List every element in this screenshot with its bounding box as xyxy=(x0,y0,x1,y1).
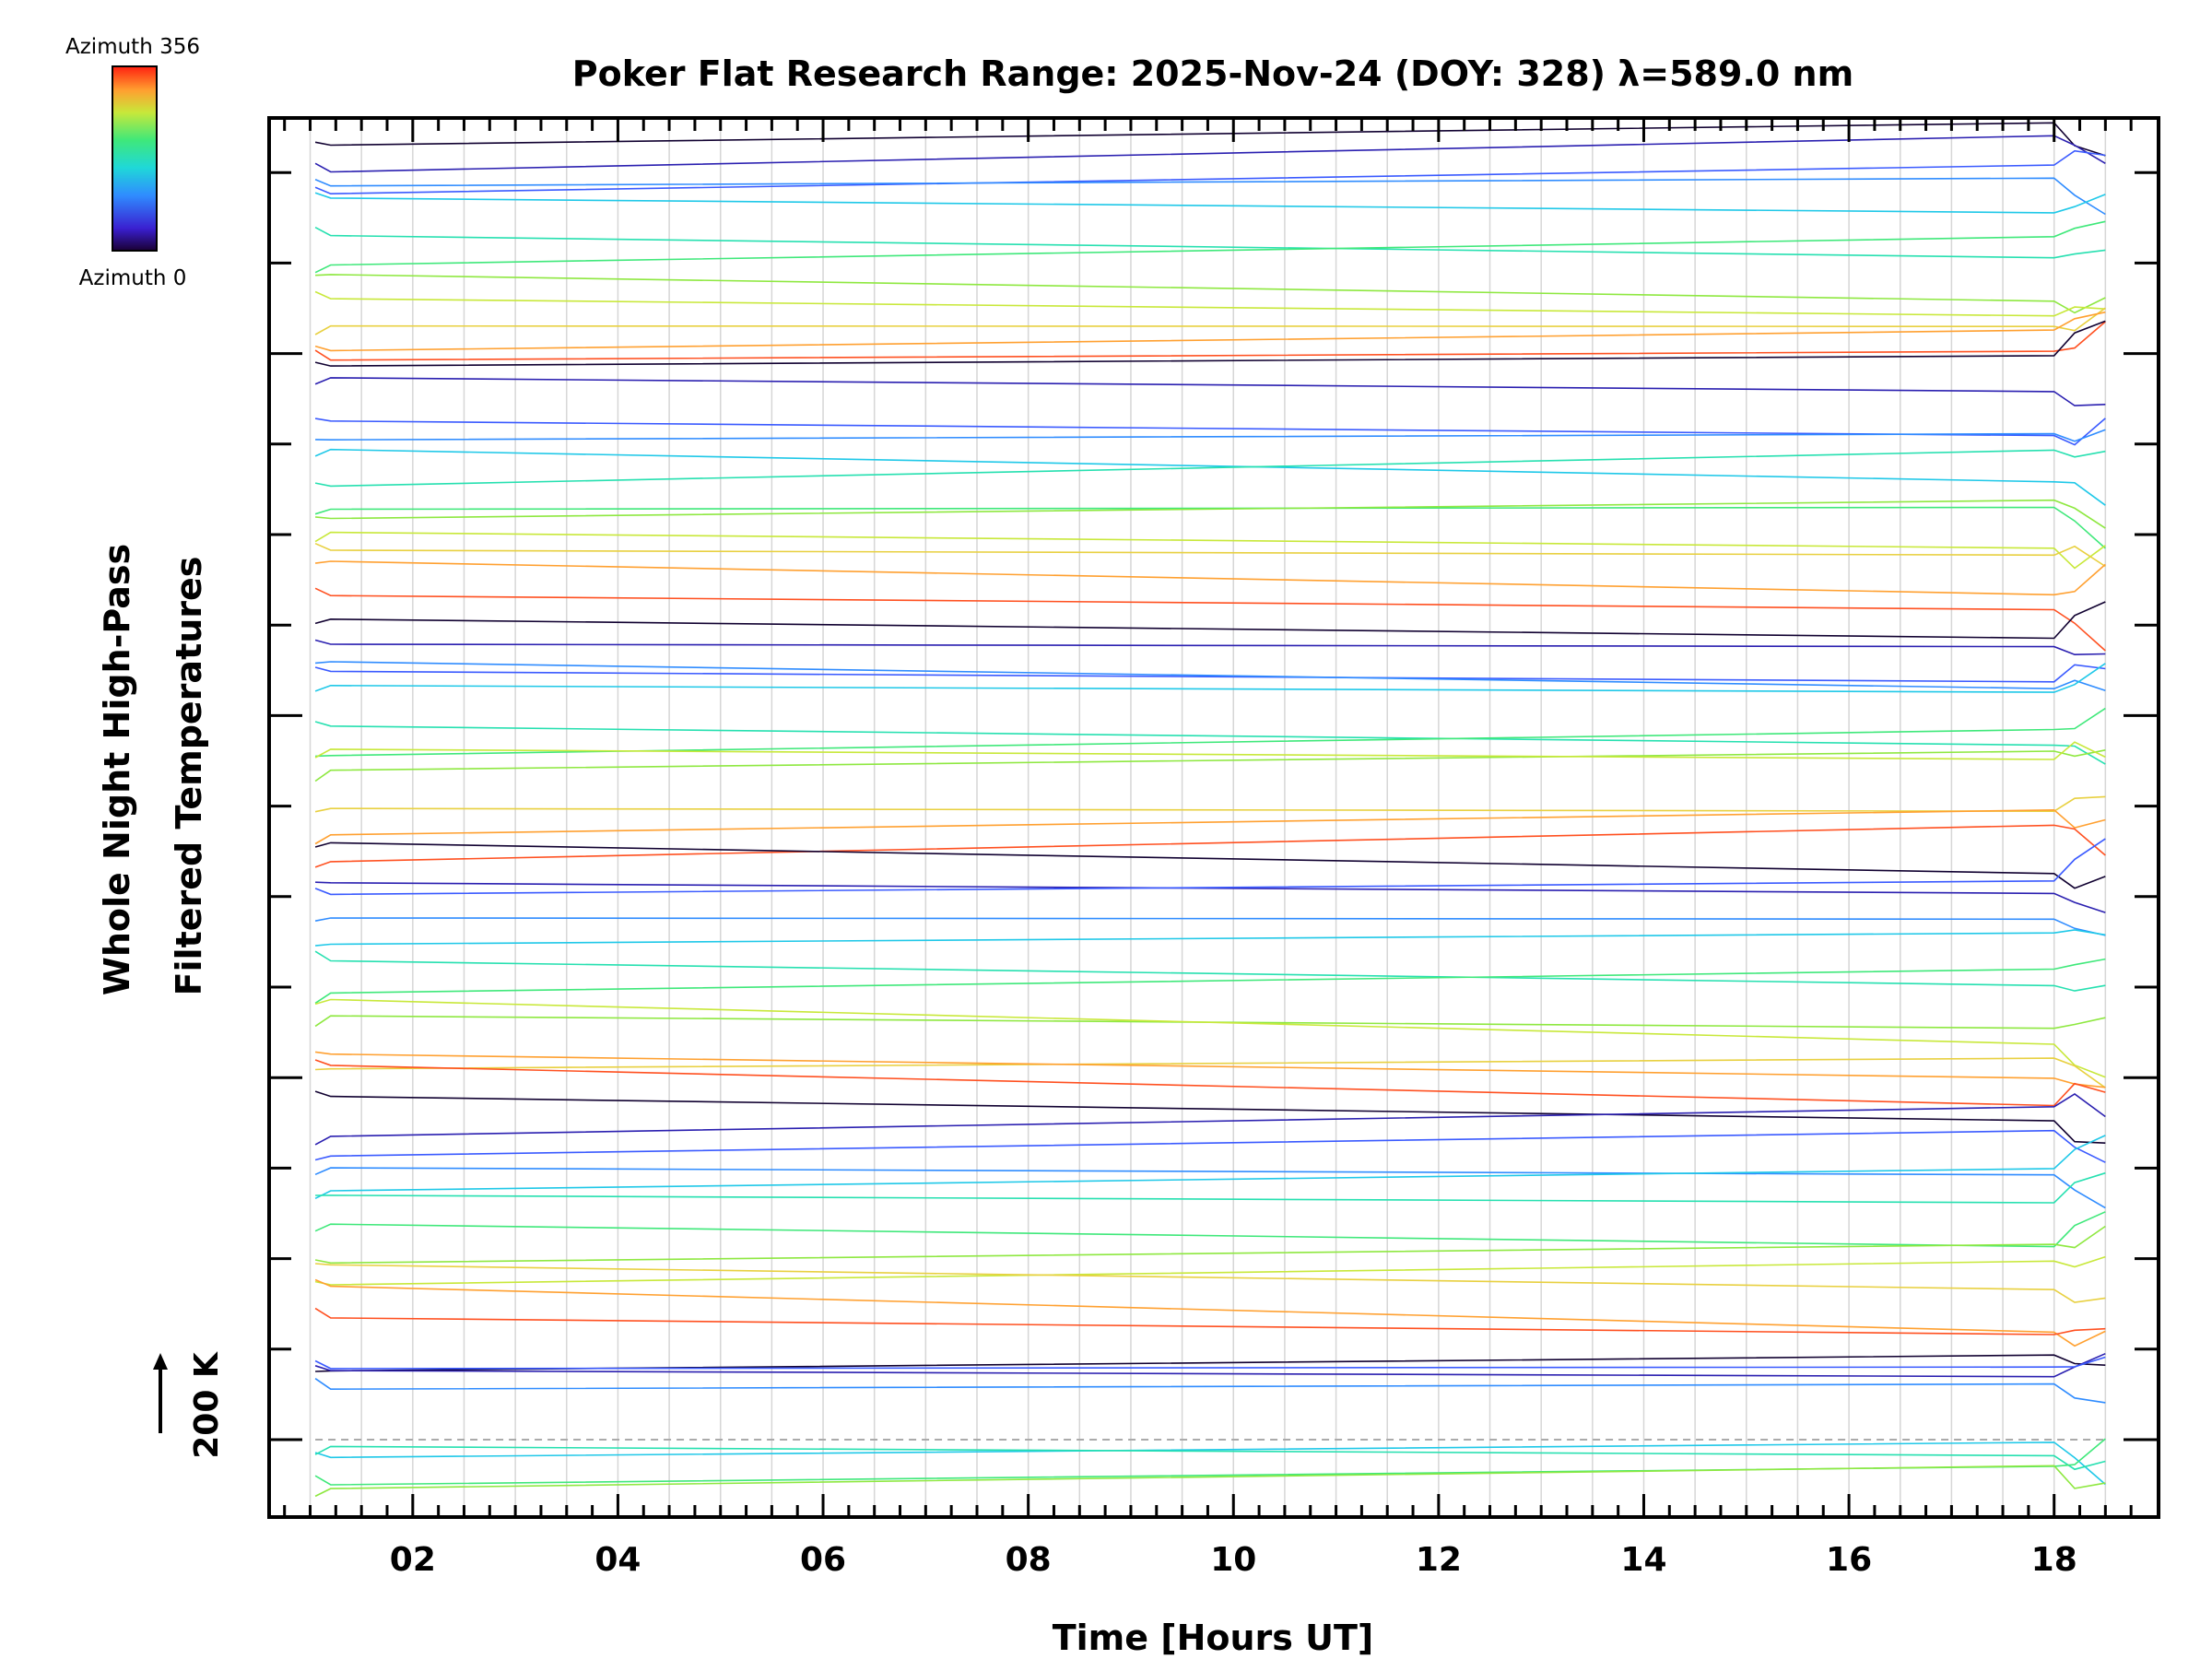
series-line xyxy=(314,506,2106,549)
x-axis-label: Time [Hours UT] xyxy=(1053,1618,1374,1658)
series-line xyxy=(314,418,2106,446)
series-line xyxy=(315,707,2106,758)
series-line xyxy=(314,587,2106,652)
series-line xyxy=(314,177,2106,216)
series-line xyxy=(314,542,2106,568)
colorbar: Azimuth 356 Azimuth 0 xyxy=(65,35,200,290)
series-line xyxy=(315,1171,2106,1204)
series-line xyxy=(314,1356,2106,1370)
series-line xyxy=(314,998,2106,1078)
grid-lines xyxy=(309,120,2107,1516)
colorbar-bottom-label: Azimuth 0 xyxy=(79,266,187,290)
colorbar-gradient xyxy=(112,65,158,252)
series-line xyxy=(314,1278,2106,1347)
x-tick-label: 02 xyxy=(390,1541,436,1579)
series-line xyxy=(314,601,2106,640)
series-line xyxy=(314,741,2106,760)
series-line xyxy=(314,749,2106,782)
series-line xyxy=(314,1167,2106,1209)
series-line xyxy=(314,377,2106,406)
series-line xyxy=(314,663,2106,693)
series-line xyxy=(314,1090,2106,1144)
series-line xyxy=(314,1441,2106,1486)
series-line xyxy=(314,1129,2106,1163)
series-line xyxy=(314,1051,2106,1088)
x-tick-labels: 02 04 06 08 10 12 14 16 18 xyxy=(390,1541,2077,1579)
series-line xyxy=(314,1445,2106,1471)
series-line xyxy=(314,1059,2106,1107)
x-tick-label: 14 xyxy=(1620,1541,1666,1579)
series-line xyxy=(314,149,2106,195)
colorbar-top-label: Azimuth 356 xyxy=(65,35,200,59)
series-line xyxy=(314,531,2106,570)
x-tick-label: 10 xyxy=(1210,1541,1256,1579)
series-line xyxy=(315,881,2106,913)
series-line xyxy=(315,929,2106,947)
series-line xyxy=(314,1438,2106,1486)
series-line xyxy=(314,1307,2106,1335)
series-line xyxy=(314,290,2106,317)
series-line xyxy=(314,950,2106,992)
series-line xyxy=(314,122,2106,157)
series-line xyxy=(315,560,2106,596)
series-line xyxy=(314,192,2106,214)
axis-ticks xyxy=(269,120,2157,1516)
series-line xyxy=(314,824,2106,868)
series-line xyxy=(314,917,2106,936)
plot-frame xyxy=(267,116,2160,1519)
y-axis-label-line-2: Filtered Temperatures xyxy=(169,557,209,996)
scale-bar-label: 200 K xyxy=(188,1351,226,1459)
scale-bar-arrow xyxy=(153,1353,168,1370)
series-line xyxy=(314,307,2106,335)
series-line xyxy=(314,808,2106,845)
scale-bar: 200 K xyxy=(153,1351,226,1459)
series-line xyxy=(314,311,2106,352)
series-line xyxy=(314,220,2106,274)
chart-title: Poker Flat Research Range: 2025-Nov-24 (… xyxy=(572,53,1853,94)
series-line xyxy=(314,1015,2106,1030)
series-line xyxy=(314,1135,2106,1200)
series-line xyxy=(315,1263,2106,1303)
series-line xyxy=(314,639,2106,656)
series-group xyxy=(314,122,2106,1498)
series-line xyxy=(315,499,2106,529)
series-line xyxy=(314,958,2106,1005)
x-tick-label: 04 xyxy=(594,1541,641,1579)
series-line xyxy=(315,661,2106,692)
x-tick-label: 16 xyxy=(1826,1541,1872,1579)
series-line xyxy=(314,448,2106,506)
series-line xyxy=(314,664,2106,683)
series-line xyxy=(314,1255,2106,1286)
series-line xyxy=(314,1211,2106,1248)
series-line xyxy=(314,795,2106,813)
y-axis-label: Whole Night High-Pass Filtered Temperatu… xyxy=(97,544,209,995)
series-line xyxy=(314,449,2106,488)
series-line xyxy=(314,841,2106,889)
series-line xyxy=(314,838,2106,896)
series-line xyxy=(314,1093,2106,1146)
series-line xyxy=(314,1465,2106,1498)
x-tick-label: 18 xyxy=(2031,1541,2077,1579)
series-line xyxy=(314,226,2106,259)
y-axis-label-line-1: Whole Night High-Pass xyxy=(97,544,137,995)
series-line xyxy=(314,721,2106,765)
series-line xyxy=(315,1057,2106,1088)
x-tick-label: 06 xyxy=(800,1541,846,1579)
series-line xyxy=(314,1225,2106,1265)
x-tick-label: 12 xyxy=(1416,1541,1462,1579)
series-line xyxy=(314,1378,2106,1404)
series-line xyxy=(314,1352,2106,1378)
series-line xyxy=(315,429,2106,442)
x-tick-label: 08 xyxy=(1006,1541,1052,1579)
series-line xyxy=(314,320,2106,367)
series-line xyxy=(314,321,2106,361)
